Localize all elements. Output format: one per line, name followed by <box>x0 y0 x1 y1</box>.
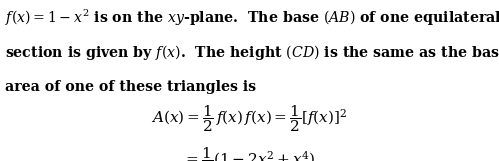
Text: area of one of these triangles is: area of one of these triangles is <box>5 80 256 94</box>
Text: $A(x) = \dfrac{1}{2}\, f(x)\, f(x) = \dfrac{1}{2}[f(x)]^2$: $A(x) = \dfrac{1}{2}\, f(x)\, f(x) = \df… <box>152 103 347 134</box>
Text: section is given by $f(x)$.  The height $(CD)$ is the same as the base so the: section is given by $f(x)$. The height $… <box>5 43 499 62</box>
Text: $f(x) = 1 - x^2$ is on the $xy$-plane.  The base $(AB)$ of one equilateral cross: $f(x) = 1 - x^2$ is on the $xy$-plane. T… <box>5 7 499 28</box>
Text: $= \dfrac{1}{2}(1 - 2x^2 + x^4)$: $= \dfrac{1}{2}(1 - 2x^2 + x^4)$ <box>183 146 316 161</box>
